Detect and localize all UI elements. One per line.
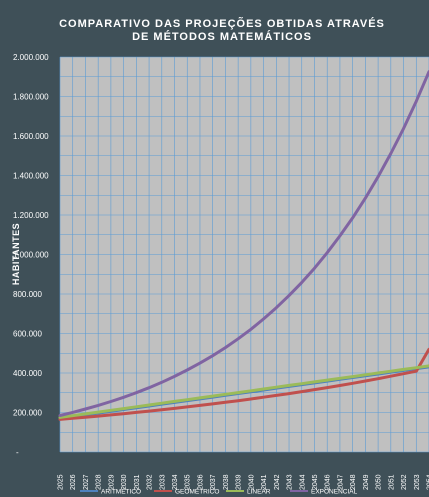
y-tick-label: 1.400.000: [13, 172, 49, 181]
x-tick-label: 2051: [388, 474, 395, 490]
series-line-linear: [58, 364, 429, 419]
legend: ARITMÉTICO GEOMÉTRICO LINEAR EXPONENCIAL: [80, 487, 358, 496]
y-tick-label: -: [16, 448, 19, 457]
x-tick-label: 2031: [134, 474, 141, 490]
y-tick-label: 200.000: [13, 409, 42, 418]
x-tick-label: 2035: [185, 474, 192, 490]
x-tick-label: 2054: [427, 474, 429, 490]
x-tick-label: 2033: [159, 474, 166, 490]
x-tick-label: 2040: [248, 474, 255, 490]
x-tick-label: 2052: [401, 474, 408, 490]
x-tick-label: 2048: [350, 474, 357, 490]
x-tick-label: 2047: [337, 474, 344, 490]
x-tick-label: 2026: [70, 474, 77, 490]
x-tick-label: 2029: [108, 474, 115, 490]
x-tick-label: 2038: [223, 474, 230, 490]
y-tick-label: 400.000: [13, 369, 42, 378]
x-tick-label: 2025: [58, 474, 65, 490]
y-tick-label: 1.600.000: [13, 132, 49, 141]
x-tick-label: 2045: [312, 474, 319, 490]
x-tick-label: 2046: [325, 474, 332, 490]
chart-title-line-2: DE MÉTODOS MATEMÁTICOS: [132, 30, 312, 43]
x-tick-label: 2042: [274, 474, 281, 490]
series-line-exponencial: [58, 70, 429, 417]
legend-label-exponencial: EXPONENCIAL: [311, 489, 358, 496]
y-tick-label: 1.800.000: [13, 93, 49, 102]
x-axis-ticks: 2025 2026 2027 2028 2029 2030 2031 2032 2033 2034…: [58, 474, 429, 490]
y-tick-label: 600.000: [13, 330, 42, 339]
series-line-geometrico: [58, 347, 429, 421]
x-tick-label: 2039: [236, 474, 243, 490]
y-tick-label: 2.000.000: [13, 53, 49, 62]
series-lines: [58, 70, 429, 421]
y-tick-label: 800.000: [13, 290, 42, 299]
legend-label-linear: LINEAR: [247, 489, 271, 496]
x-tick-label: 2027: [83, 474, 90, 490]
x-tick-label: 2053: [414, 474, 421, 490]
x-tick-label: 2050: [376, 474, 383, 490]
x-tick-label: 2041: [261, 474, 268, 490]
legend-label-aritmetico: ARITMÉTICO: [101, 487, 141, 496]
x-tick-label: 2030: [121, 474, 128, 490]
x-tick-label: 2037: [210, 474, 217, 490]
legend-label-geometrico: GEOMÉTRICO: [175, 487, 219, 496]
x-tick-label: 2028: [96, 474, 103, 490]
x-tick-label: 2036: [197, 474, 204, 490]
y-tick-label: 1.000.000: [13, 251, 49, 260]
x-tick-label: 2049: [363, 474, 370, 490]
x-tick-label: 2044: [299, 474, 306, 490]
x-tick-label: 2032: [147, 474, 154, 490]
x-tick-label: 2043: [287, 474, 294, 490]
y-axis-label: HABITANTES: [11, 223, 21, 285]
chart-title-line-1: COMPARATIVO DAS PROJEÇÕES OBTIDAS ATRAVÉ…: [59, 17, 385, 30]
y-tick-label: 1.200.000: [13, 211, 49, 220]
x-tick-label: 2034: [172, 474, 179, 490]
y-axis-ticks: - 200.000 400.000 600.000 800.000 1.000.000 1.…: [13, 53, 49, 457]
